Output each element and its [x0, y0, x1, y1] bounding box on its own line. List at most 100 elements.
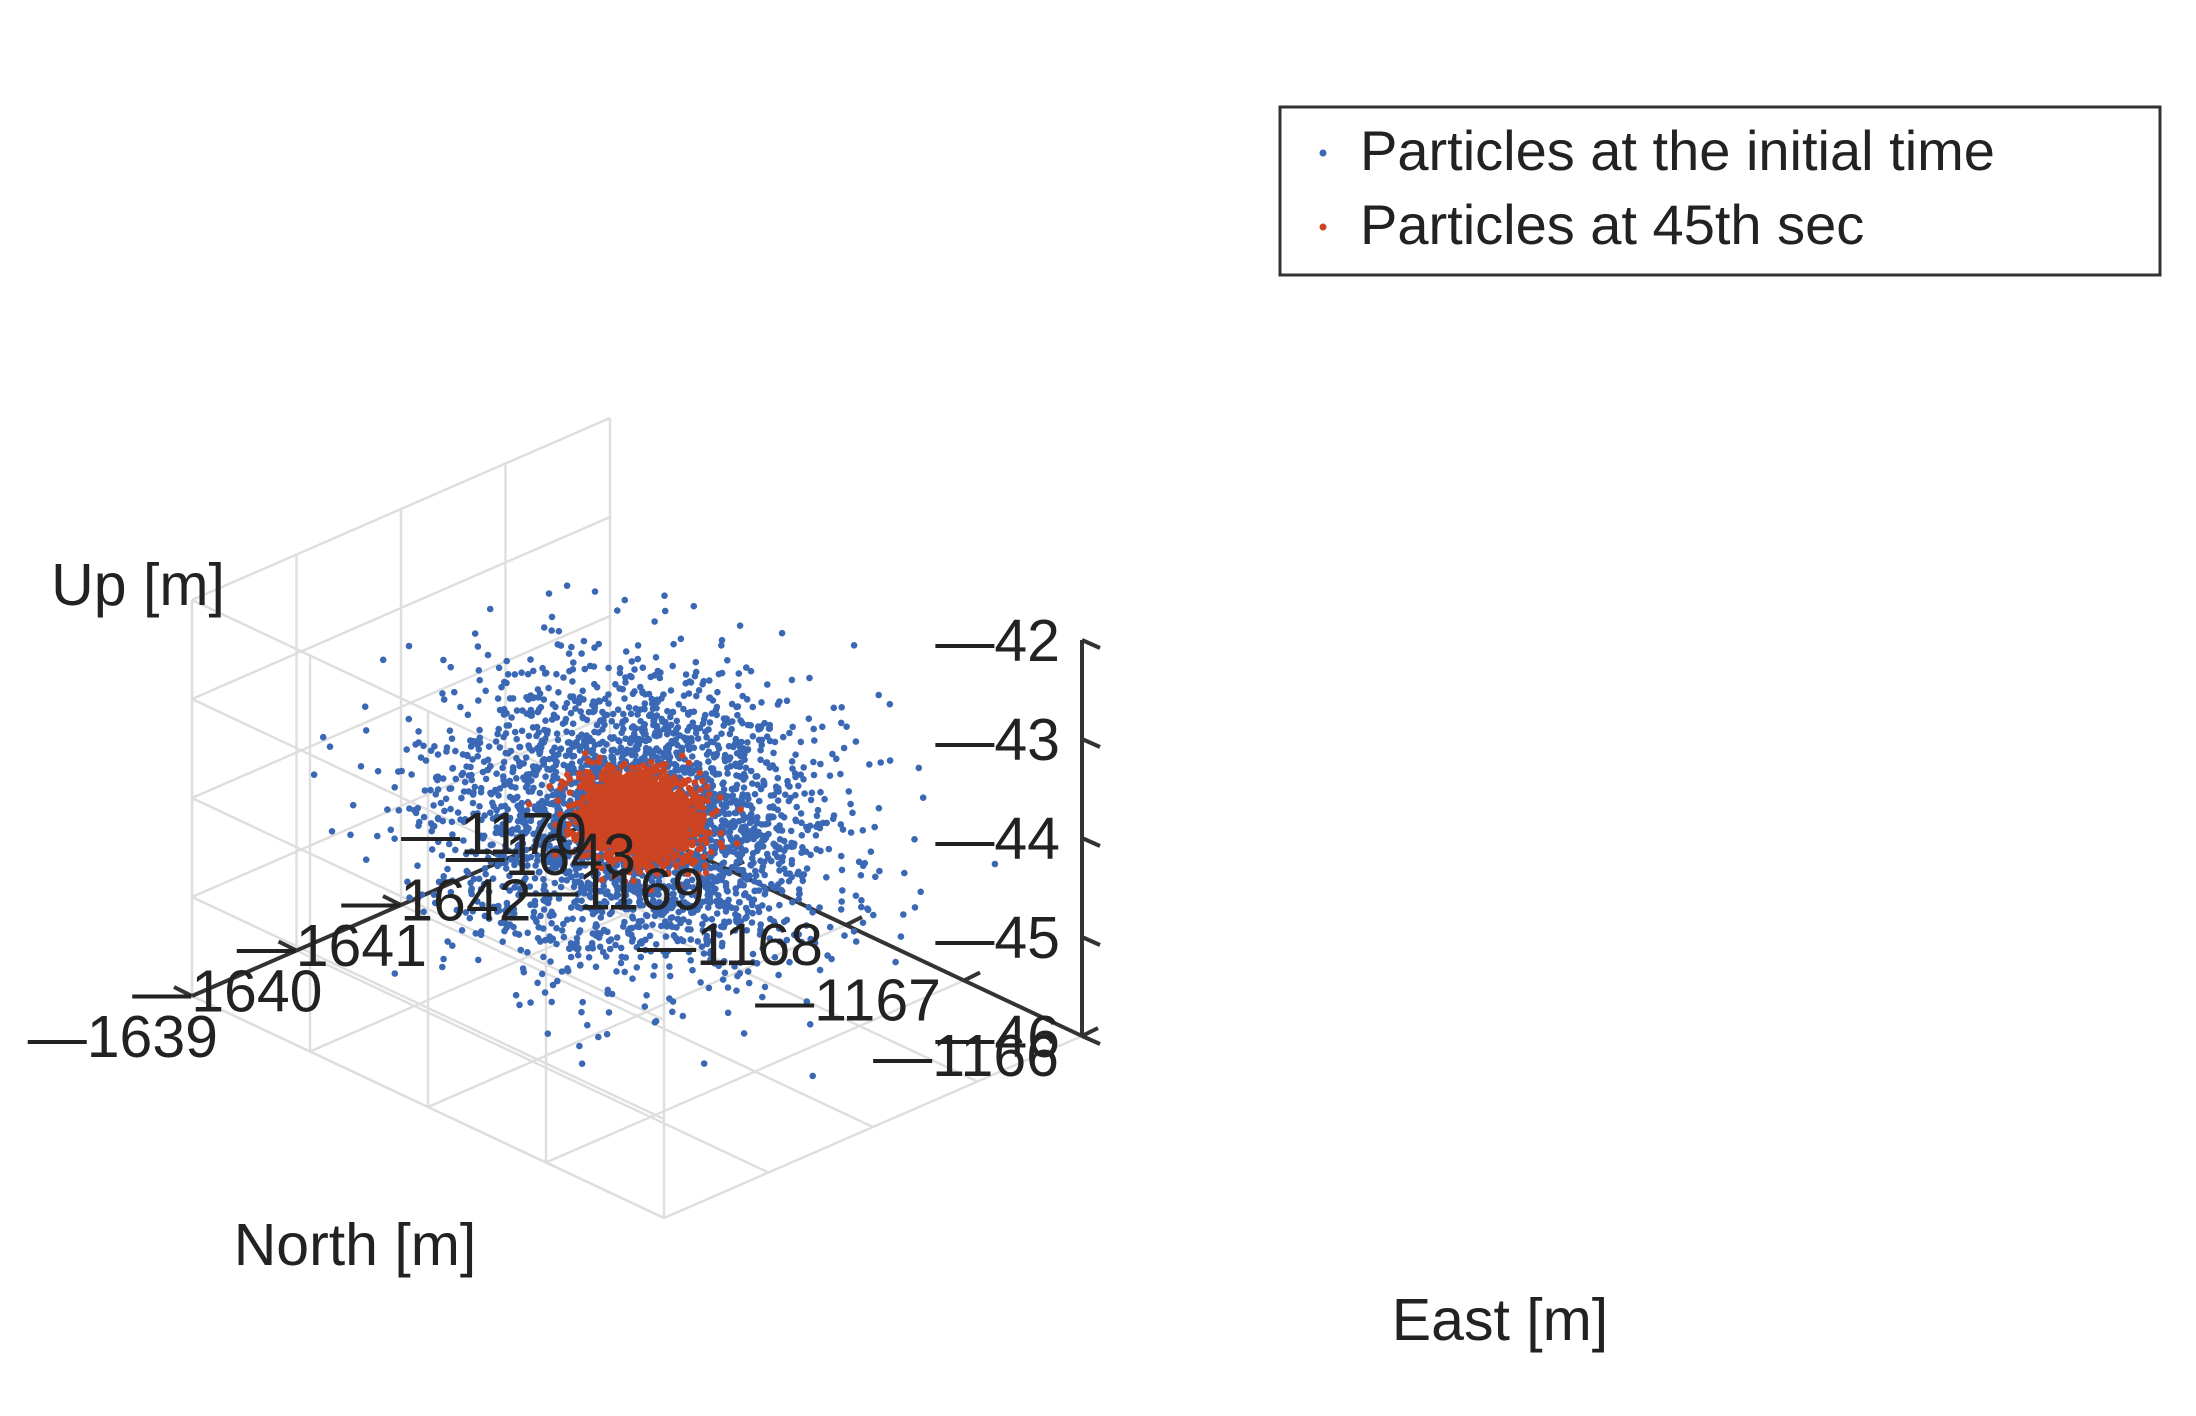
point-initial [428, 846, 436, 853]
point-initial [772, 783, 780, 790]
point-initial [576, 927, 584, 934]
point-initial [442, 795, 450, 803]
point-initial [468, 885, 476, 892]
point-initial [739, 816, 747, 824]
point-initial [668, 904, 675, 912]
point-initial [605, 1009, 613, 1016]
point-initial [892, 958, 899, 966]
point-initial [496, 706, 504, 714]
point-initial [535, 924, 542, 931]
point-initial [487, 809, 494, 816]
point-initial [391, 784, 399, 791]
point-initial [439, 690, 446, 697]
point-45s [704, 783, 711, 791]
point-initial [530, 843, 538, 850]
point-initial [490, 803, 497, 810]
point-initial [618, 898, 625, 906]
point-initial [719, 807, 727, 814]
point-initial [724, 770, 731, 777]
point-45s [618, 763, 626, 770]
point-initial [696, 761, 703, 768]
point-initial [742, 764, 750, 772]
point-initial [477, 788, 485, 796]
point-initial [524, 929, 531, 937]
point-initial [758, 741, 765, 749]
point-initial [788, 676, 796, 684]
point-initial [534, 857, 541, 864]
point-initial [809, 1072, 816, 1080]
point-initial [629, 906, 637, 913]
point-initial [695, 687, 703, 694]
point-initial [720, 722, 727, 729]
grid-line [663, 1034, 1083, 1220]
point-initial [512, 930, 519, 937]
point-initial [532, 916, 540, 924]
point-45s [584, 757, 592, 765]
point-initial [724, 657, 731, 664]
point-initial [581, 737, 588, 744]
point-initial [731, 740, 738, 748]
point-initial [475, 956, 482, 964]
point-initial [571, 861, 578, 869]
point-initial [734, 703, 742, 710]
point-initial [482, 775, 490, 783]
point-initial [826, 923, 834, 931]
point-initial [535, 694, 542, 701]
point-initial [748, 854, 756, 862]
point-initial [568, 643, 575, 651]
point-45s [685, 776, 692, 784]
point-initial [793, 803, 800, 811]
point-initial [447, 888, 455, 896]
point-initial [694, 735, 702, 742]
point-initial [554, 736, 562, 744]
point-initial [652, 654, 660, 661]
grid-line [191, 994, 665, 1220]
point-initial [542, 717, 549, 724]
point-initial [681, 899, 688, 906]
point-initial [767, 915, 774, 923]
point-initial [794, 870, 801, 878]
point-initial [499, 938, 507, 945]
point-initial [778, 629, 786, 637]
point-initial [699, 927, 707, 934]
point-initial [617, 744, 625, 751]
point-initial [532, 890, 540, 897]
point-initial [732, 916, 740, 924]
point-initial [540, 624, 548, 631]
point-initial [780, 942, 787, 949]
point-initial [328, 828, 336, 835]
point-initial [515, 758, 523, 766]
point-initial [847, 800, 854, 808]
point-45s [692, 802, 700, 810]
point-45s [590, 844, 598, 852]
point-initial [789, 723, 796, 731]
point-45s [557, 810, 564, 818]
point-initial [666, 972, 674, 980]
point-initial [628, 938, 636, 945]
point-initial [489, 841, 496, 848]
point-initial [617, 959, 625, 967]
point-initial [706, 950, 714, 957]
point-initial [819, 723, 826, 731]
point-initial [872, 873, 879, 881]
point-initial [705, 904, 712, 911]
point-initial [845, 788, 853, 795]
point-initial [652, 941, 660, 948]
point-initial [866, 761, 873, 768]
point-initial [537, 703, 545, 711]
point-initial [784, 781, 792, 789]
point-initial [496, 849, 504, 857]
point-initial [384, 806, 391, 813]
point-initial [670, 890, 677, 898]
point-initial [760, 779, 768, 787]
z-tick-mark [1081, 836, 1101, 848]
point-initial [852, 892, 860, 899]
point-initial [555, 627, 563, 635]
point-initial [648, 695, 656, 703]
point-initial [814, 806, 822, 814]
point-initial [452, 775, 460, 783]
point-initial [449, 764, 457, 772]
point-initial [528, 813, 535, 820]
point-45s [630, 877, 637, 885]
point-initial [525, 742, 532, 749]
